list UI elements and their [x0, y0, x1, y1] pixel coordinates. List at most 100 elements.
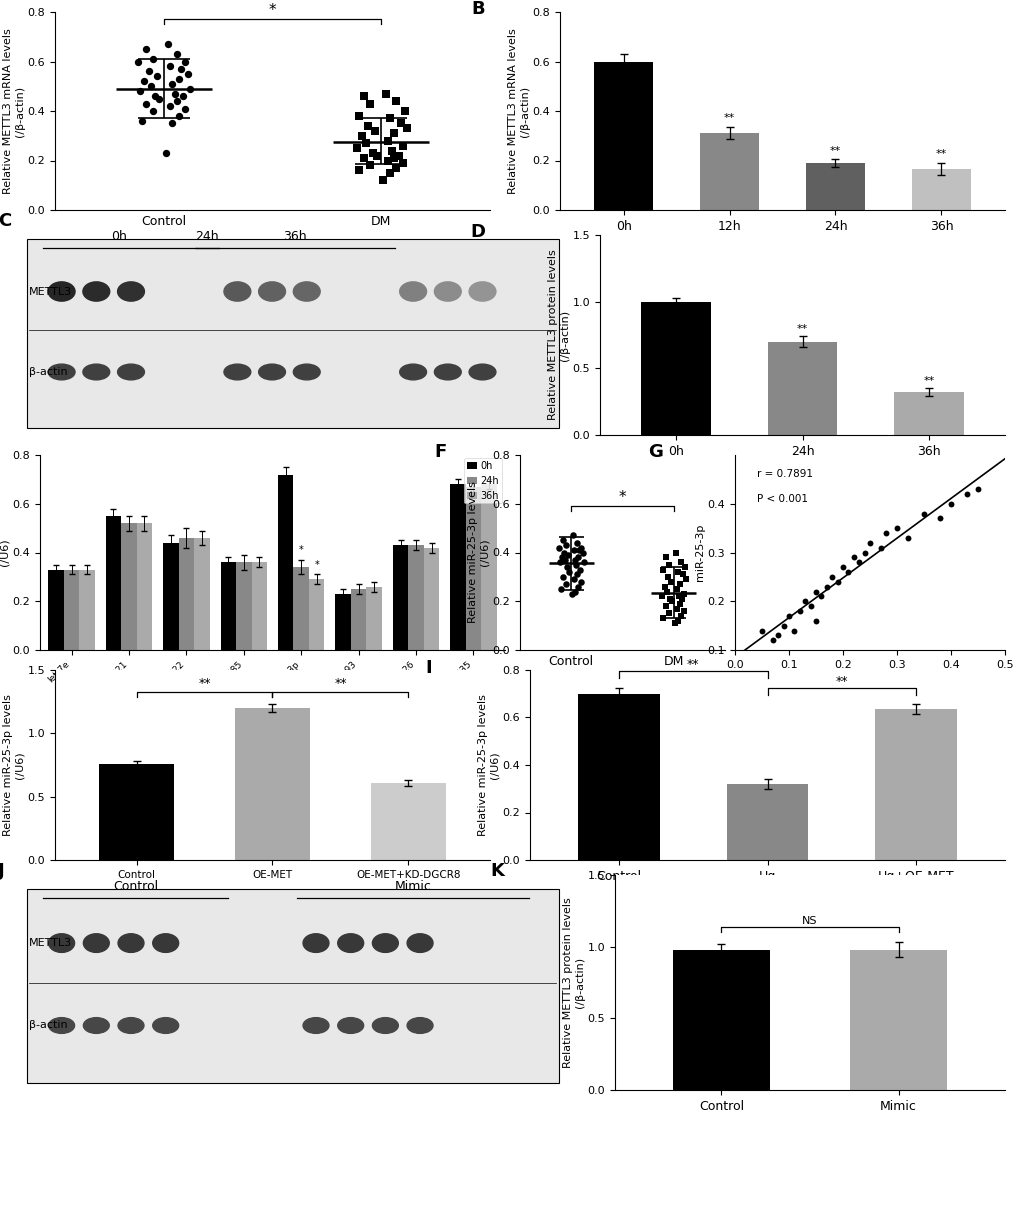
- Ellipse shape: [337, 934, 364, 952]
- Point: [170, 106, 186, 126]
- Point: [554, 531, 571, 551]
- Point: [354, 126, 370, 145]
- Ellipse shape: [469, 365, 495, 379]
- Text: P < 0.001: P < 0.001: [756, 494, 807, 504]
- Point: [168, 44, 184, 64]
- Bar: [137, 524, 152, 650]
- Point: [656, 547, 673, 567]
- Y-axis label: Relative miRNAs levels
(/U6): Relative miRNAs levels (/U6): [0, 489, 10, 616]
- Point: [388, 158, 405, 177]
- Point: [572, 559, 588, 579]
- Text: **: **: [796, 324, 807, 334]
- Ellipse shape: [83, 365, 110, 379]
- Point: [677, 557, 693, 577]
- Bar: [481, 484, 496, 650]
- Text: **: **: [687, 658, 699, 671]
- Point: [557, 536, 574, 556]
- Point: [565, 526, 581, 546]
- Point: [164, 74, 180, 94]
- Point: [568, 554, 584, 574]
- Point: [141, 62, 157, 81]
- Point: [362, 155, 378, 175]
- Point: [653, 586, 669, 606]
- Point: [558, 557, 575, 577]
- Point: [138, 39, 154, 59]
- Point: [381, 163, 397, 182]
- Point: [145, 49, 161, 69]
- Bar: [449, 484, 466, 650]
- Text: r = 0.7891: r = 0.7891: [756, 468, 812, 479]
- Bar: [849, 950, 947, 1090]
- Point: [173, 59, 190, 79]
- Bar: [466, 487, 481, 650]
- Point: [802, 596, 818, 616]
- Text: METTL3: METTL3: [30, 287, 72, 297]
- Bar: [64, 569, 79, 650]
- Text: B: B: [471, 0, 484, 18]
- Ellipse shape: [118, 934, 144, 952]
- Ellipse shape: [84, 1018, 109, 1034]
- Point: [659, 567, 676, 586]
- Point: [360, 116, 376, 136]
- Bar: [911, 169, 970, 209]
- Ellipse shape: [48, 282, 75, 301]
- Ellipse shape: [84, 934, 109, 952]
- Point: [654, 559, 671, 579]
- Ellipse shape: [83, 282, 110, 301]
- Point: [552, 579, 569, 599]
- Point: [394, 136, 411, 155]
- Point: [162, 96, 178, 116]
- Point: [569, 533, 585, 553]
- Point: [915, 504, 931, 524]
- Point: [158, 143, 174, 163]
- Y-axis label: Relative METTL3 protein levels
(/β-actin): Relative METTL3 protein levels (/β-actin…: [548, 250, 570, 420]
- Y-axis label: Relative METTL3 mRNA levels
(/β-actin): Relative METTL3 mRNA levels (/β-actin): [507, 28, 529, 193]
- Point: [356, 148, 372, 168]
- Bar: [121, 524, 137, 650]
- FancyBboxPatch shape: [26, 890, 558, 1083]
- Ellipse shape: [399, 282, 426, 301]
- Point: [807, 582, 823, 601]
- Point: [383, 140, 399, 160]
- Text: F: F: [433, 444, 445, 461]
- Point: [356, 86, 372, 106]
- Point: [663, 591, 680, 611]
- Text: **: **: [198, 678, 211, 690]
- Point: [856, 542, 872, 562]
- X-axis label: METTL3 mRNA: METTL3 mRNA: [828, 675, 910, 685]
- Point: [398, 118, 415, 138]
- Text: 0h: 0h: [111, 229, 127, 243]
- Point: [386, 123, 403, 143]
- Point: [834, 557, 850, 577]
- Point: [654, 609, 671, 628]
- Point: [675, 564, 691, 584]
- Point: [818, 577, 835, 596]
- Point: [669, 562, 686, 582]
- Point: [861, 533, 877, 553]
- Point: [660, 604, 677, 623]
- Ellipse shape: [48, 365, 75, 379]
- Text: **: **: [934, 149, 946, 159]
- Point: [381, 108, 397, 128]
- Bar: [235, 562, 252, 650]
- Point: [162, 57, 178, 76]
- Point: [840, 562, 856, 582]
- Ellipse shape: [118, 1018, 144, 1034]
- Text: *: *: [268, 4, 276, 18]
- Point: [666, 614, 683, 633]
- Bar: [335, 594, 351, 650]
- Point: [672, 594, 688, 614]
- Point: [551, 552, 568, 572]
- Ellipse shape: [224, 365, 251, 379]
- Bar: [194, 538, 210, 650]
- Point: [567, 549, 583, 569]
- Point: [662, 572, 679, 591]
- Text: *: *: [314, 559, 319, 569]
- Y-axis label: miR-25-3p: miR-25-3p: [694, 524, 704, 582]
- Point: [351, 106, 367, 126]
- Text: **: **: [922, 376, 933, 386]
- Point: [557, 574, 574, 594]
- Point: [179, 64, 196, 84]
- Ellipse shape: [372, 934, 398, 952]
- Bar: [371, 782, 445, 860]
